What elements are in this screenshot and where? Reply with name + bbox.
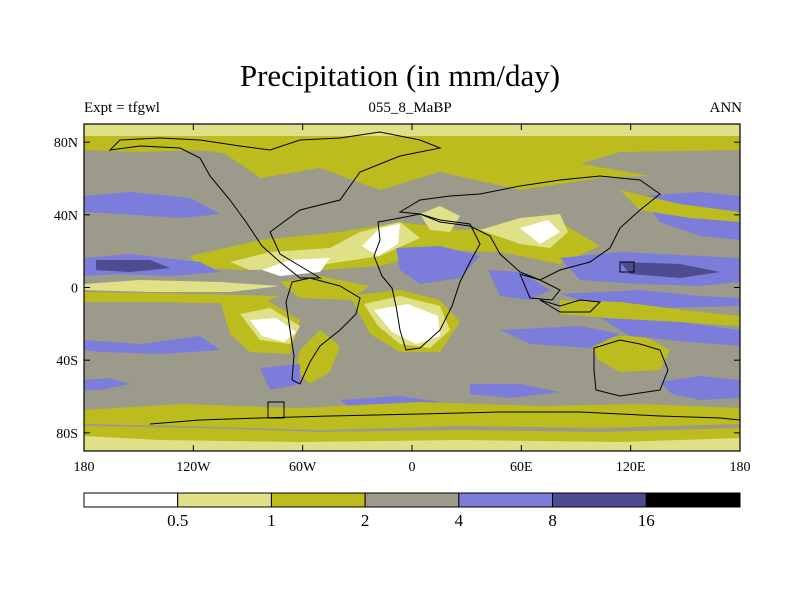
lat-tick-label: 80S xyxy=(56,427,78,442)
lon-tick-label: 180 xyxy=(74,460,95,475)
colorbar: 0.5 1 2 4 8 16 xyxy=(83,492,741,530)
colorbar-level-label: 4 xyxy=(455,511,464,530)
lon-tick-label: 120W xyxy=(176,460,211,475)
contour-field xyxy=(84,124,740,451)
colorbar-swatch xyxy=(177,492,272,508)
lat-tick-label: 80N xyxy=(54,136,78,151)
axis-ticks xyxy=(83,124,741,451)
colorbar-level-label: 0.5 xyxy=(167,511,188,530)
coastlines xyxy=(108,131,740,425)
colorbar-swatch xyxy=(83,492,179,508)
colorbar-level-label: 2 xyxy=(361,511,370,530)
season-label: ANN xyxy=(709,100,743,116)
lon-tick-label: 60E xyxy=(510,460,533,475)
experiment-label: Expt = tfgwl xyxy=(84,100,160,116)
colorbar-level-label: 16 xyxy=(638,511,655,530)
colorbar-level-label: 1 xyxy=(267,511,276,530)
map-title: Precipitation (in mm/day) xyxy=(239,58,561,93)
lat-tick-label: 40S xyxy=(56,354,78,369)
lon-tick-label: 60W xyxy=(289,460,317,475)
axis-tick-labels: 80N 40N 0 40S 80S 180 120W 60W 0 60E 120E 180 xyxy=(54,136,751,475)
colorbar-swatch xyxy=(364,492,460,508)
lat-tick-label: 40N xyxy=(54,209,78,224)
colorbar-swatch xyxy=(458,492,554,508)
period-label: 055_8_MaBP xyxy=(368,100,452,116)
colorbar-swatch xyxy=(645,492,741,508)
colorbar-level-label: 8 xyxy=(548,511,557,530)
lon-tick-label: 0 xyxy=(409,460,416,475)
colorbar-swatch xyxy=(552,492,647,508)
colorbar-swatch xyxy=(270,492,366,508)
lon-tick-label: 120E xyxy=(616,460,646,475)
lat-tick-label: 0 xyxy=(71,282,78,297)
lon-tick-label: 180 xyxy=(730,460,751,475)
